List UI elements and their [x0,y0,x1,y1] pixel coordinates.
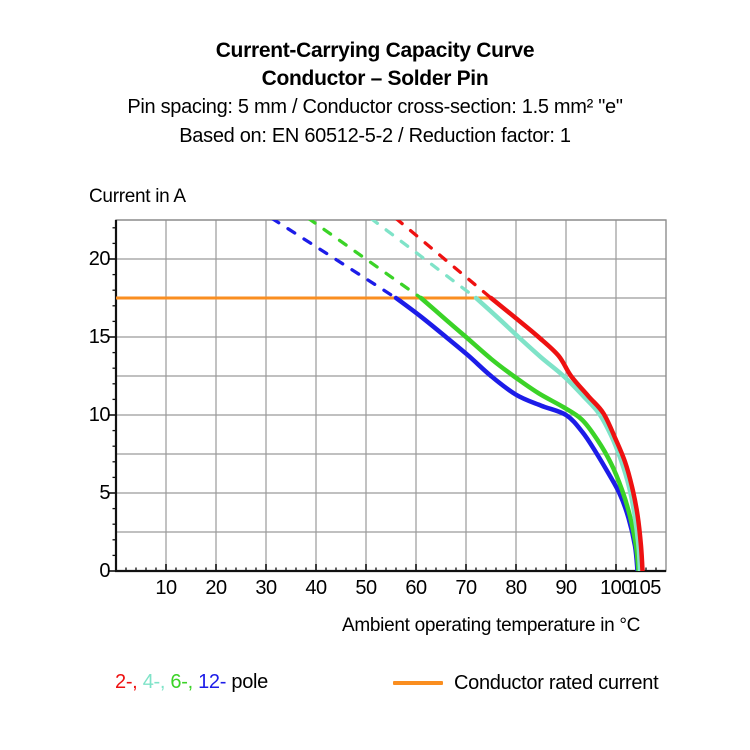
x-tick-label: 40 [305,577,327,599]
legend-pole-label: 12- [198,671,227,693]
chart-title: Current-Carrying Capacity Curve [215,39,535,62]
chart-spec-line: Pin spacing: 5 mm / Conductor cross-sect… [127,96,623,118]
y-tick-label: 15 [88,326,111,348]
y-tick-label: 0 [99,560,110,582]
legend-pole-label: 4-, [142,671,171,693]
y-tick-label: 5 [99,482,110,504]
x-tick-label: 50 [355,577,377,599]
legend-poles: 2-, 4-, 6-, 12- pole [115,671,268,694]
chart-subtitle: Conductor – Solder Pin [261,67,489,90]
rated-current-line-swatch [393,681,443,685]
y-tick-label: 20 [88,248,111,270]
title-block: Current-Carrying Capacity Curve Conducto… [0,37,750,150]
x-tick-label: 20 [205,577,227,599]
x-axis-title: Ambient operating temperature in °C [342,615,641,636]
legend-pole-label: 6-, [170,671,199,693]
x-tick-label: 105 [629,577,661,599]
legend-pole-suffix: pole [226,671,268,693]
x-tick-label: 60 [405,577,427,599]
y-axis-title: Current in A [89,186,186,207]
x-tick-label: 80 [505,577,527,599]
x-tick-label: 70 [455,577,477,599]
x-tick-label: 90 [555,577,577,599]
legend-rated-current: Conductor rated current [393,671,659,695]
x-tick-label: 10 [155,577,177,599]
x-tick-label: 100 [600,577,632,599]
y-tick-label: 10 [88,404,111,426]
rated-current-label: Conductor rated current [454,671,659,694]
legend-pole-label: 2-, [115,671,143,693]
x-tick-label: 30 [255,577,277,599]
chart-basis-line: Based on: EN 60512-5-2 / Reduction facto… [179,124,571,147]
